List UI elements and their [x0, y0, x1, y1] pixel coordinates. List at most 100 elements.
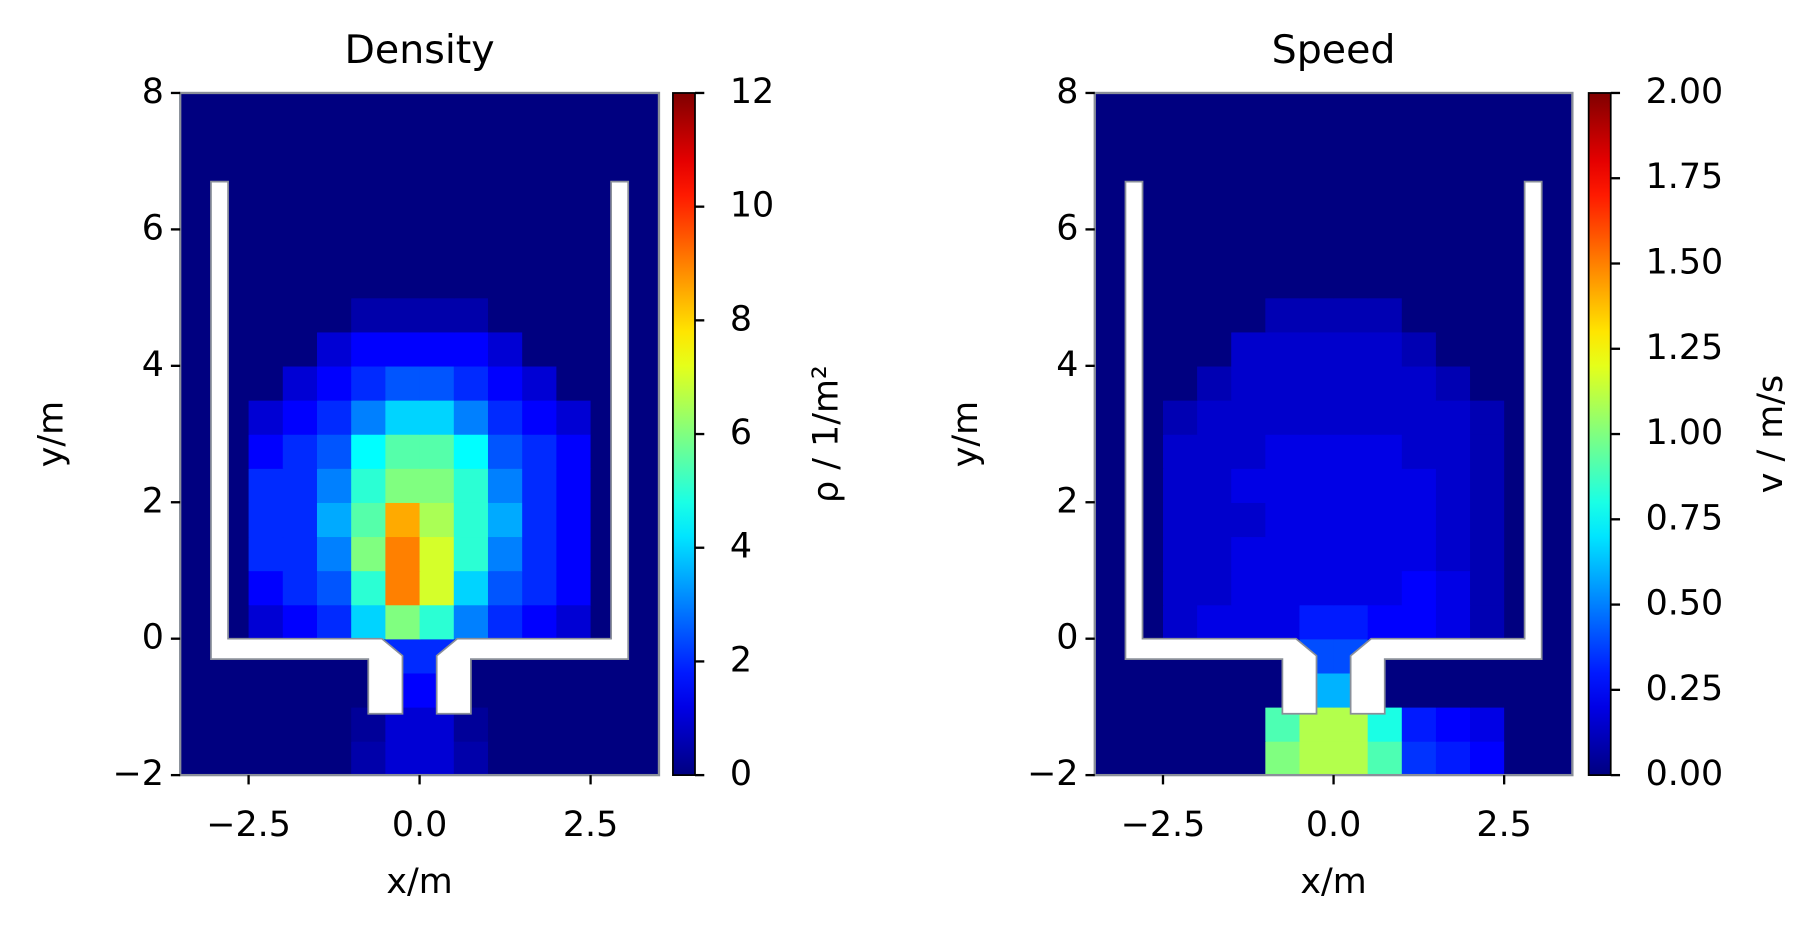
cell — [1333, 536, 1369, 572]
cell — [522, 672, 558, 708]
cell — [180, 706, 216, 742]
cell — [282, 127, 318, 162]
cell — [1367, 570, 1403, 606]
cell — [1197, 468, 1232, 503]
cell — [1197, 195, 1232, 231]
cell — [1504, 672, 1539, 708]
cell — [1197, 536, 1232, 572]
cell — [522, 161, 558, 196]
cell — [1162, 92, 1198, 128]
cell — [1538, 331, 1573, 367]
cell — [1197, 604, 1232, 640]
cell — [624, 92, 659, 128]
cell — [214, 706, 250, 742]
cell — [1538, 127, 1573, 162]
cell — [214, 127, 250, 162]
y-tick-label: −2 — [113, 754, 164, 794]
x-tick-label: 2.5 — [563, 805, 618, 845]
cell — [590, 672, 626, 708]
cell — [1197, 92, 1232, 128]
cell — [487, 672, 523, 708]
cell — [1470, 536, 1505, 572]
cell — [1094, 638, 1130, 674]
cell — [1401, 434, 1437, 469]
cell — [1401, 161, 1437, 196]
colorbar — [1587, 92, 1612, 776]
cell — [248, 741, 284, 776]
cell — [1094, 92, 1130, 128]
cell — [180, 297, 216, 333]
cell — [624, 502, 659, 538]
cell — [1470, 365, 1505, 401]
x-tick-label: 2.5 — [1476, 805, 1531, 845]
cell — [1435, 741, 1471, 776]
chart-title: Speed — [1272, 27, 1396, 73]
cell — [419, 741, 455, 776]
cell — [214, 741, 250, 776]
cell — [1299, 263, 1335, 299]
cell — [316, 502, 352, 538]
cell — [1231, 536, 1267, 572]
colorbar-tick-label: 6 — [730, 413, 752, 453]
cell — [1197, 127, 1232, 162]
cell — [1231, 672, 1267, 708]
cell — [453, 399, 489, 435]
cell — [1401, 706, 1437, 742]
cell — [1435, 536, 1471, 572]
cell — [453, 365, 489, 401]
cell — [1435, 161, 1471, 196]
cell — [556, 297, 592, 333]
y-tick-label: 8 — [142, 72, 164, 112]
cell — [316, 127, 352, 162]
cell — [1538, 604, 1573, 640]
cell — [1333, 399, 1369, 435]
cell — [556, 263, 592, 299]
cell — [385, 161, 421, 196]
cell — [487, 741, 523, 776]
cell — [556, 399, 592, 435]
cell — [556, 502, 592, 538]
cell — [1333, 297, 1369, 333]
cell — [1094, 399, 1130, 435]
cell — [590, 127, 626, 162]
cell — [556, 570, 592, 606]
cell — [624, 161, 659, 196]
cell — [1367, 741, 1403, 776]
cell — [316, 468, 352, 503]
cell — [385, 92, 421, 128]
cell — [248, 195, 284, 231]
cell — [351, 92, 387, 128]
cell — [453, 161, 489, 196]
cell — [453, 536, 489, 572]
cell — [282, 502, 318, 538]
cell — [590, 741, 626, 776]
cell — [453, 502, 489, 538]
cell — [316, 741, 352, 776]
cell — [1401, 570, 1437, 606]
cell — [1333, 570, 1369, 606]
cell — [351, 570, 387, 606]
cell — [1231, 229, 1267, 265]
cell — [556, 92, 592, 128]
cell — [180, 741, 216, 776]
cell — [1162, 706, 1198, 742]
cell — [316, 706, 352, 742]
cell — [1094, 536, 1130, 572]
cell — [1299, 536, 1335, 572]
cell — [248, 536, 284, 572]
cell — [1197, 365, 1232, 401]
cell — [180, 570, 216, 606]
cell — [282, 399, 318, 435]
cell — [1094, 365, 1130, 401]
cell — [419, 331, 455, 367]
cell — [1470, 570, 1505, 606]
cell — [1094, 434, 1130, 469]
cell — [282, 229, 318, 265]
x-tick-label: −2.5 — [1121, 805, 1206, 845]
cell — [556, 331, 592, 367]
cell — [1333, 127, 1369, 162]
cell — [522, 92, 558, 128]
cell — [1538, 672, 1573, 708]
cell — [385, 570, 421, 606]
cell — [1162, 263, 1198, 299]
